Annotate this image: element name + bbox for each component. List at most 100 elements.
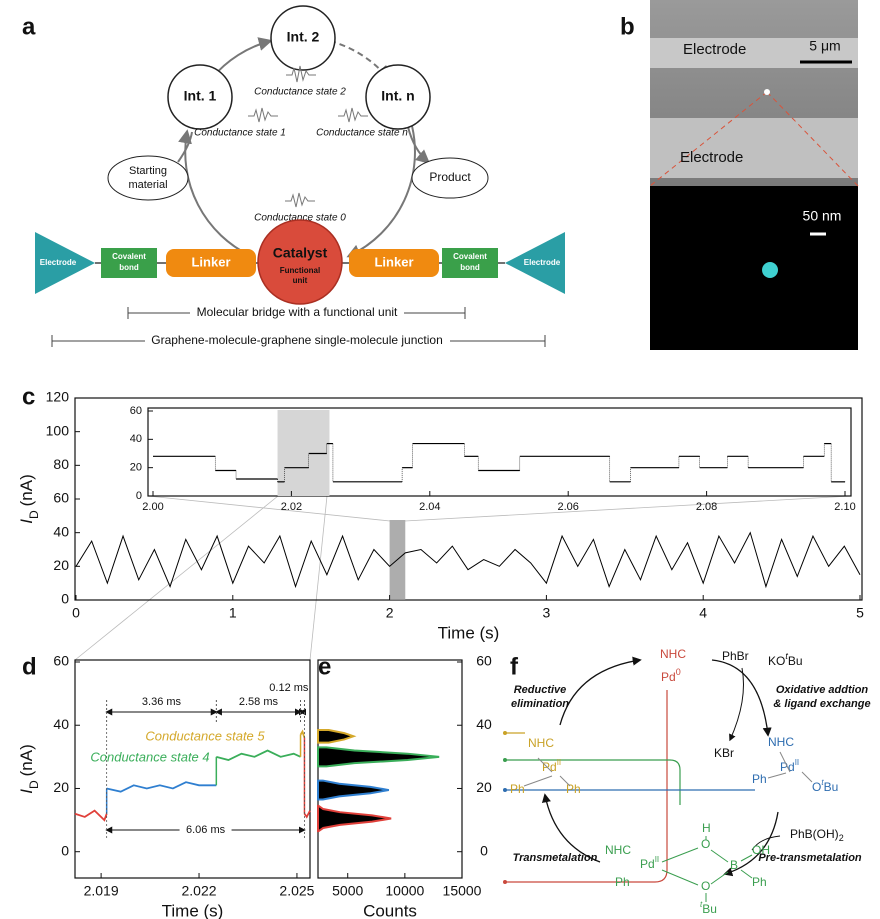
label: Covalent [112, 252, 146, 261]
x-axis-label: Time (s) [162, 901, 224, 919]
label-part: PhB(OH) [790, 827, 839, 841]
label: Conductance state n [316, 128, 408, 139]
histogram-peak [317, 746, 440, 768]
label: Electrode [680, 149, 743, 166]
label: Reductive [514, 684, 567, 696]
x-tick-label: 2.019 [84, 883, 119, 899]
label: Graphene-molecule-graphene single-molecu… [151, 333, 443, 347]
state-annotation: Conductance state 5 [145, 728, 265, 743]
label: 50 nm [803, 208, 842, 224]
label-part: Pd [640, 857, 655, 871]
label-part: O [812, 780, 821, 794]
node [503, 758, 507, 762]
trace [74, 809, 108, 822]
label: KBr [714, 746, 734, 760]
connector [541, 793, 601, 863]
shape [35, 232, 95, 294]
panel-a: Int. 1 Int. 2 Int. n Conductance state 2… [35, 5, 565, 347]
label-part: II [655, 855, 659, 864]
label: Functional [280, 266, 320, 275]
y-tick-label: 60 [130, 405, 142, 417]
label: material [128, 179, 167, 191]
x-tick-label: 2.10 [834, 501, 855, 513]
label: PhBr [722, 649, 749, 663]
panel-b: Electrode Electrode 5 μm 50 nm [649, 0, 859, 350]
shape [442, 248, 498, 278]
x-tick-label: 10000 [385, 883, 424, 899]
y-tick-label: 0 [136, 490, 142, 502]
label-part: Bu [788, 654, 803, 668]
signal-icon [248, 107, 278, 123]
label: f [510, 653, 519, 680]
y-tick-label: 20 [53, 779, 69, 795]
label: Conductance state 0 [254, 213, 346, 224]
label: a [22, 13, 36, 40]
label: b [620, 13, 635, 40]
connector [649, 91, 859, 187]
label: bond [119, 263, 139, 272]
node [764, 89, 770, 95]
label: Electrode [683, 41, 746, 58]
shape [101, 248, 157, 278]
label-part: Bu [824, 780, 839, 794]
y-axis-label-part: I [17, 789, 36, 794]
connector [407, 126, 431, 164]
connector [751, 835, 781, 851]
label-part: t [821, 778, 824, 787]
node [270, 5, 336, 71]
y-tick-label: 40 [130, 433, 142, 445]
y-tick-label: 40 [53, 716, 69, 732]
label: c [22, 383, 35, 410]
y-axis-label-part: (nA) [17, 474, 36, 506]
y-tick-label: 40 [53, 523, 69, 539]
y-tick-label: 20 [476, 779, 492, 795]
label: Conductance state 2 [254, 87, 346, 98]
label: Product [429, 170, 471, 184]
label: O [701, 879, 710, 893]
y-axis-label: ID (nA) [17, 744, 41, 794]
x-tick-label: 2.04 [419, 501, 440, 513]
node [503, 788, 507, 792]
x-tick-label: 2.02 [281, 501, 302, 513]
trace [106, 781, 217, 793]
connector [559, 656, 642, 726]
connector [178, 129, 252, 257]
label: B [730, 858, 738, 872]
connector [505, 690, 668, 883]
label-part: KO [768, 654, 785, 668]
x-tick-label: 3 [543, 605, 551, 621]
x-axis-label: Counts [363, 901, 417, 919]
node [365, 64, 431, 130]
label-bg [179, 822, 232, 838]
y-tick-label: 20 [53, 557, 69, 573]
y-axis-label: ID (nA) [17, 474, 41, 524]
y-tick-label: 0 [61, 591, 69, 607]
connector [723, 811, 779, 877]
x-axis-label: Time (s) [438, 623, 500, 642]
x-tick-label: 2.06 [557, 501, 578, 513]
x-tick-label: 1 [229, 605, 237, 621]
label: NHC [660, 647, 686, 661]
label: Ph [510, 782, 525, 796]
label: Electrode [524, 258, 561, 267]
connector [74, 495, 852, 661]
x-tick-label: 4 [699, 605, 707, 621]
label: unit [293, 276, 308, 285]
label: bond [460, 263, 480, 272]
label: Transmetalation [513, 852, 598, 864]
label: Ph [752, 875, 767, 889]
y-axis-label-part: (nA) [17, 744, 36, 776]
histogram-peak [317, 728, 357, 744]
y-axis-label-part: D [27, 510, 41, 519]
label: tBu [700, 900, 717, 916]
shape [505, 232, 565, 294]
interval-label: 3.36 ms [142, 696, 182, 708]
y-tick-label: 40 [476, 716, 492, 732]
connector [177, 131, 193, 163]
x-tick-label: 5000 [332, 883, 363, 899]
shape [166, 249, 256, 277]
label: NHC [768, 735, 794, 749]
node [167, 64, 233, 130]
state-annotation: Conductance state 4 [90, 749, 209, 764]
y-axis-label-part: D [27, 780, 41, 789]
